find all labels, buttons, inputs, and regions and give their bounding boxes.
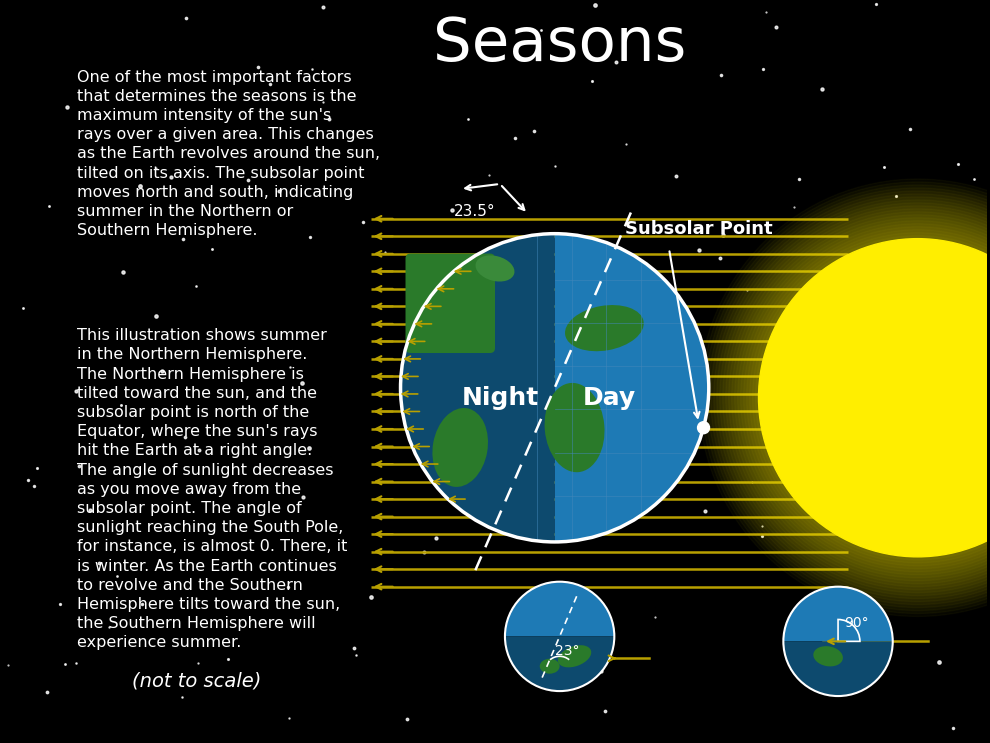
- Wedge shape: [783, 587, 893, 641]
- Ellipse shape: [814, 646, 842, 666]
- Ellipse shape: [565, 305, 644, 351]
- Text: Subsolar Point: Subsolar Point: [625, 220, 772, 238]
- FancyBboxPatch shape: [406, 253, 495, 353]
- Circle shape: [698, 422, 710, 434]
- Wedge shape: [505, 637, 615, 691]
- Ellipse shape: [557, 645, 591, 667]
- Text: Seasons: Seasons: [433, 16, 686, 74]
- Ellipse shape: [544, 383, 605, 473]
- Text: Night: Night: [461, 386, 539, 409]
- Text: This illustration shows summer
in the Northern Hemisphere.
The Northern Hemisphe: This illustration shows summer in the No…: [77, 328, 347, 650]
- Ellipse shape: [540, 659, 559, 674]
- Circle shape: [758, 239, 990, 557]
- Text: One of the most important factors
that determines the seasons is the
maximum int: One of the most important factors that d…: [77, 70, 380, 239]
- Ellipse shape: [475, 256, 515, 282]
- Text: (not to scale): (not to scale): [132, 672, 261, 691]
- Wedge shape: [401, 234, 554, 542]
- Text: 23.5°: 23.5°: [454, 204, 496, 219]
- Text: 23°: 23°: [555, 644, 580, 658]
- Text: Day: Day: [583, 386, 636, 409]
- Wedge shape: [505, 582, 615, 637]
- Wedge shape: [554, 234, 709, 542]
- Wedge shape: [783, 641, 893, 696]
- Text: 90°: 90°: [843, 617, 868, 631]
- Ellipse shape: [433, 408, 488, 487]
